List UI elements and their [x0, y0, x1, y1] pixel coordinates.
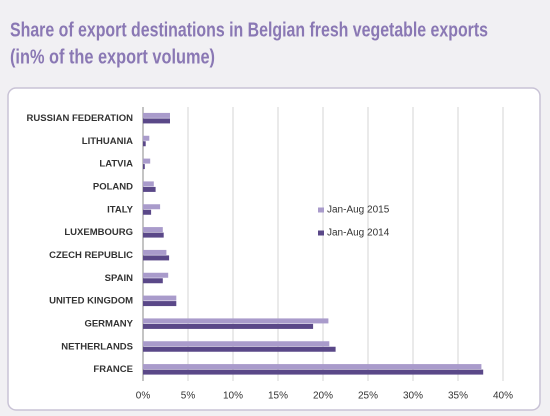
bar	[143, 369, 484, 375]
bar	[143, 272, 169, 278]
bar	[143, 341, 330, 347]
y-tick-label: ITALY	[107, 204, 134, 215]
bar	[143, 278, 163, 284]
x-tick-label: 40%	[493, 391, 513, 402]
x-tick-label: 35%	[448, 391, 468, 402]
y-tick-label: LITHUANIA	[82, 136, 133, 147]
y-tick-label: CZECH REPUBLIC	[49, 250, 133, 261]
y-tick-label: POLAND	[93, 181, 133, 192]
y-tick-label: SPAIN	[105, 273, 133, 284]
bar	[143, 227, 163, 233]
x-tick-label: 15%	[268, 391, 288, 402]
bar	[143, 112, 170, 118]
bar	[143, 135, 150, 141]
bar	[143, 181, 154, 187]
bar	[143, 204, 161, 210]
bar	[143, 186, 156, 192]
legend-swatch	[318, 230, 324, 236]
chart-title: Share of export destinations in Belgian …	[10, 19, 488, 41]
y-tick-label: FRANCE	[93, 364, 133, 375]
bar	[143, 249, 167, 255]
x-tick-label: 10%	[223, 391, 243, 402]
bar	[143, 232, 164, 238]
bar	[143, 318, 329, 324]
legend-label: Jan-Aug 2014	[327, 228, 390, 239]
x-tick-label: 25%	[358, 391, 378, 402]
bar	[143, 209, 152, 215]
x-tick-label: 30%	[403, 391, 423, 402]
chart-title: (in% of the export volume)	[10, 46, 215, 68]
bar	[143, 141, 146, 147]
plot-panel	[7, 87, 541, 411]
bar	[143, 158, 151, 164]
legend-swatch	[318, 207, 324, 213]
y-tick-label: RUSSIAN FEDERATION	[27, 113, 134, 124]
bar	[143, 255, 170, 261]
y-tick-label: NETHERLANDS	[61, 341, 133, 352]
x-tick-label: 5%	[181, 391, 196, 402]
bar	[143, 346, 336, 352]
bar	[143, 295, 177, 301]
y-tick-label: UNITED KINGDOM	[49, 296, 133, 307]
y-tick-label: GERMANY	[84, 318, 133, 329]
bar	[143, 364, 482, 370]
bar	[143, 118, 170, 124]
bar	[143, 301, 177, 307]
y-tick-label: LUXEMBOURG	[64, 227, 133, 238]
y-tick-label: LATVIA	[99, 159, 133, 170]
x-tick-label: 20%	[313, 391, 333, 402]
bar	[143, 323, 314, 329]
legend-label: Jan-Aug 2015	[327, 205, 390, 216]
x-tick-label: 0%	[136, 391, 151, 402]
bar	[143, 164, 145, 170]
